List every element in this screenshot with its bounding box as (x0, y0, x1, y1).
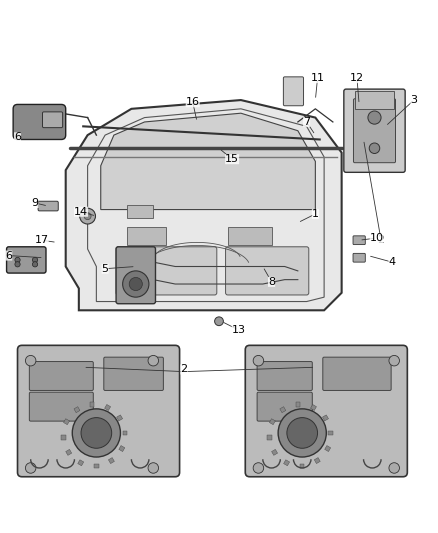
Circle shape (15, 262, 20, 267)
FancyBboxPatch shape (29, 392, 93, 421)
Circle shape (369, 143, 380, 154)
Text: 15: 15 (225, 154, 239, 164)
Circle shape (368, 111, 381, 124)
Bar (61, 435, 66, 440)
Circle shape (253, 356, 264, 366)
Bar (267, 435, 272, 440)
Text: 13: 13 (232, 325, 246, 335)
Text: 6: 6 (5, 251, 12, 261)
FancyBboxPatch shape (344, 89, 405, 172)
Bar (269, 419, 276, 425)
FancyBboxPatch shape (7, 247, 46, 273)
FancyBboxPatch shape (42, 112, 63, 128)
Bar (328, 431, 333, 435)
FancyBboxPatch shape (353, 99, 396, 163)
Circle shape (25, 463, 36, 473)
Bar (314, 458, 320, 464)
Circle shape (389, 356, 399, 366)
Circle shape (148, 463, 159, 473)
Text: 3: 3 (410, 95, 417, 105)
Bar (355, 91, 394, 109)
Text: 4: 4 (389, 257, 396, 267)
Bar (322, 415, 328, 421)
Circle shape (129, 278, 142, 290)
Bar (66, 449, 72, 455)
FancyBboxPatch shape (226, 247, 309, 295)
Circle shape (287, 418, 318, 448)
Bar (64, 419, 70, 425)
Circle shape (15, 257, 20, 263)
Text: 9: 9 (32, 198, 39, 208)
Bar (105, 405, 110, 410)
Polygon shape (101, 113, 315, 209)
Bar (94, 464, 99, 468)
Bar (78, 460, 84, 466)
Text: 2: 2 (180, 365, 187, 374)
FancyBboxPatch shape (353, 253, 365, 262)
Bar (119, 446, 125, 451)
Text: 17: 17 (35, 235, 49, 245)
Bar (108, 458, 114, 464)
FancyBboxPatch shape (116, 247, 217, 295)
Circle shape (123, 271, 149, 297)
FancyBboxPatch shape (29, 361, 93, 391)
Text: 1: 1 (312, 209, 319, 219)
Text: 8: 8 (268, 277, 275, 287)
Bar (74, 407, 80, 413)
Text: 10: 10 (370, 233, 384, 243)
FancyBboxPatch shape (257, 361, 312, 391)
Bar (296, 402, 300, 407)
Circle shape (215, 317, 223, 326)
Circle shape (278, 409, 326, 457)
Bar (325, 446, 331, 451)
Bar (127, 205, 153, 219)
Text: 6: 6 (14, 132, 21, 142)
Text: 7: 7 (303, 117, 310, 127)
Bar (90, 402, 94, 407)
FancyBboxPatch shape (18, 345, 180, 477)
FancyBboxPatch shape (38, 201, 58, 211)
Circle shape (81, 418, 112, 448)
FancyBboxPatch shape (245, 345, 407, 477)
Text: 16: 16 (186, 97, 200, 107)
Bar (272, 449, 278, 455)
Circle shape (84, 213, 91, 220)
Polygon shape (66, 100, 342, 310)
Circle shape (32, 262, 38, 267)
FancyBboxPatch shape (323, 357, 391, 391)
Circle shape (25, 356, 36, 366)
Bar (311, 405, 316, 410)
FancyBboxPatch shape (13, 104, 66, 140)
Bar (123, 431, 127, 435)
Bar (228, 227, 272, 245)
Text: 11: 11 (311, 73, 325, 83)
Bar (283, 460, 290, 466)
Circle shape (72, 409, 120, 457)
Text: 2: 2 (378, 235, 385, 245)
Circle shape (389, 463, 399, 473)
Bar (300, 464, 304, 468)
Bar (117, 415, 123, 421)
Bar (280, 407, 286, 413)
FancyBboxPatch shape (116, 247, 155, 304)
FancyBboxPatch shape (104, 357, 163, 391)
Circle shape (253, 463, 264, 473)
Circle shape (80, 208, 95, 224)
FancyBboxPatch shape (257, 392, 312, 421)
Bar (127, 227, 166, 245)
Circle shape (148, 356, 159, 366)
Text: 12: 12 (350, 73, 364, 83)
Text: 5: 5 (102, 264, 109, 273)
Circle shape (32, 257, 38, 263)
Text: 14: 14 (74, 207, 88, 217)
FancyBboxPatch shape (283, 77, 304, 106)
FancyBboxPatch shape (353, 236, 365, 245)
